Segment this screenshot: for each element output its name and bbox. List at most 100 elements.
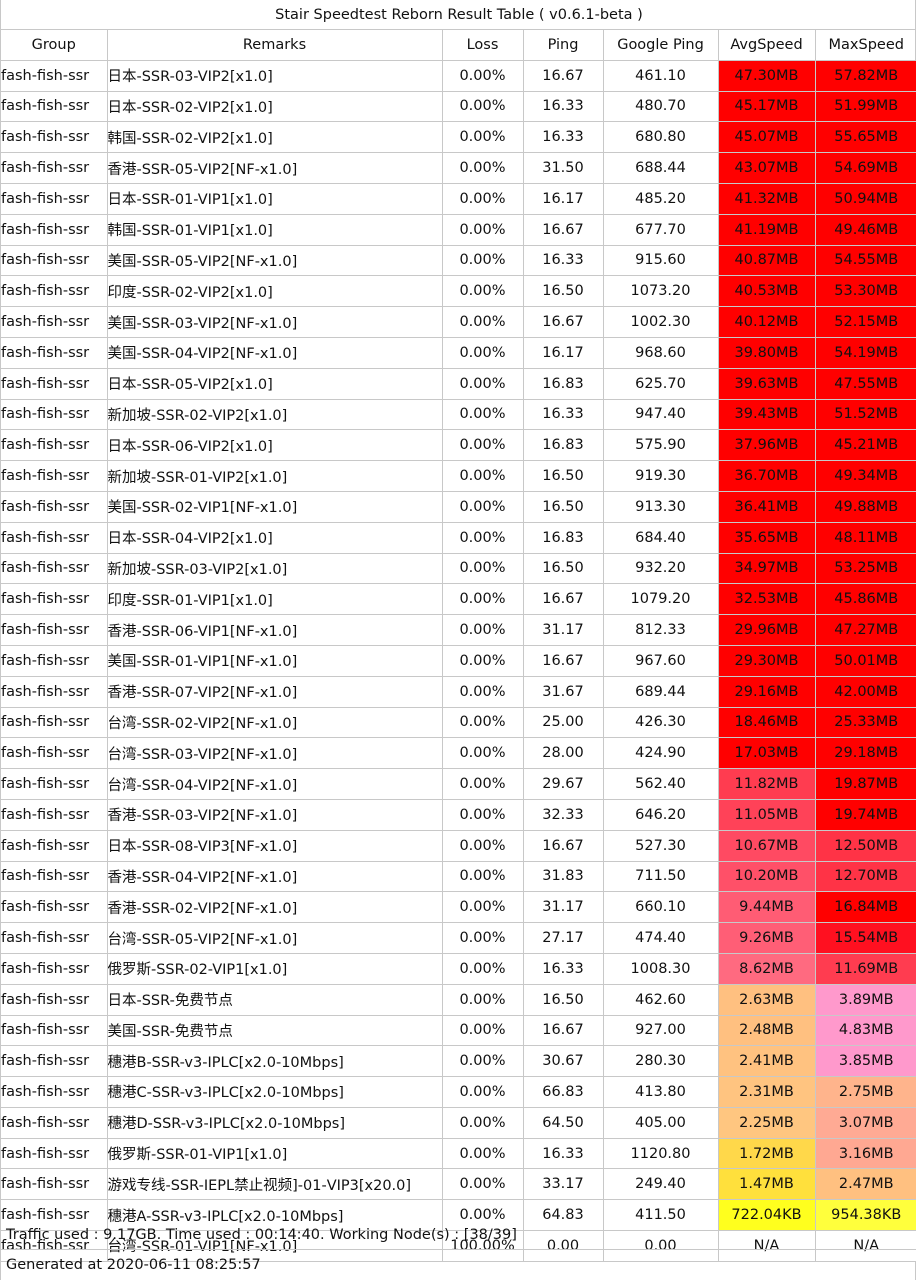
loss-cell: 0.00%: [442, 737, 524, 770]
table-row: fash-fish-ssr 新加坡-SSR-01-VIP2[x1.0] 0.00% 1…: [1, 460, 916, 492]
avg-speed-cell: 36.70MB: [718, 460, 816, 492]
max-speed-cell: 54.69MB: [815, 152, 916, 184]
max-speed-cell: 29.18MB: [815, 737, 916, 770]
avg-speed-cell: 10.20MB: [718, 861, 816, 893]
table-row: fash-fish-ssr 日本-SSR-02-VIP2[x1.0] 0.00% 16…: [1, 91, 916, 123]
remarks-cell: 穗港B-SSR-v3-IPLC[x2.0-10Mbps]: [107, 1045, 443, 1078]
group-cell: fash-fish-ssr: [1, 799, 108, 831]
loss-cell: 0.00%: [442, 1138, 524, 1170]
table-row: fash-fish-ssr 日本-SSR-03-VIP2[x1.0] 0.00% 16…: [1, 60, 916, 92]
table-row: fash-fish-ssr 香港-SSR-05-VIP2[NF-x1.0] 0.00…: [1, 152, 916, 184]
avg-speed-cell: 11.05MB: [718, 799, 816, 831]
google-ping-cell: 280.30: [603, 1045, 719, 1078]
ping-cell: 31.17: [523, 614, 604, 646]
results-table: Group Remarks Loss Ping Google Ping AvgS…: [1, 30, 916, 1262]
google-ping-cell: 915.60: [603, 245, 719, 277]
remarks-cell: 新加坡-SSR-02-VIP2[x1.0]: [107, 399, 443, 431]
remarks-cell: 台湾-SSR-02-VIP2[NF-x1.0]: [107, 707, 443, 739]
remarks-cell: 台湾-SSR-05-VIP2[NF-x1.0]: [107, 922, 443, 954]
group-cell: fash-fish-ssr: [1, 1138, 108, 1170]
table-row: fash-fish-ssr 香港-SSR-07-VIP2[NF-x1.0] 0.00…: [1, 676, 916, 708]
max-speed-cell: 51.99MB: [815, 91, 916, 123]
group-cell: fash-fish-ssr: [1, 645, 108, 677]
remarks-cell: 美国-SSR-05-VIP2[NF-x1.0]: [107, 245, 443, 277]
avg-speed-cell: 1.47MB: [718, 1168, 816, 1201]
google-ping-cell: 485.20: [603, 183, 719, 215]
remarks-cell: 香港-SSR-07-VIP2[NF-x1.0]: [107, 676, 443, 708]
table-row: fash-fish-ssr 日本-SSR-08-VIP3[NF-x1.0] 0.00…: [1, 830, 916, 862]
column-header-group: Group: [1, 30, 108, 61]
table-row: fash-fish-ssr 韩国-SSR-02-VIP2[x1.0] 0.00% 16…: [1, 121, 916, 154]
ping-cell: 31.50: [523, 152, 604, 184]
avg-speed-cell: 39.43MB: [718, 399, 816, 431]
remarks-cell: 日本-SSR-08-VIP3[NF-x1.0]: [107, 830, 443, 862]
table-row: fash-fish-ssr 美国-SSR-05-VIP2[NF-x1.0] 0.00…: [1, 245, 916, 277]
group-cell: fash-fish-ssr: [1, 1015, 108, 1047]
loss-cell: 0.00%: [442, 583, 524, 616]
ping-cell: 16.67: [523, 214, 604, 246]
ping-cell: 16.67: [523, 60, 604, 92]
group-cell: fash-fish-ssr: [1, 583, 108, 616]
ping-cell: 30.67: [523, 1045, 604, 1078]
google-ping-cell: 688.44: [603, 152, 719, 184]
remarks-cell: 日本-SSR-02-VIP2[x1.0]: [107, 91, 443, 123]
table-row: fash-fish-ssr 香港-SSR-06-VIP1[NF-x1.0] 0.00…: [1, 614, 916, 646]
remarks-cell: 台湾-SSR-03-VIP2[NF-x1.0]: [107, 737, 443, 770]
remarks-cell: 香港-SSR-05-VIP2[NF-x1.0]: [107, 152, 443, 184]
table-row: fash-fish-ssr 新加坡-SSR-02-VIP2[x1.0] 0.00% 1…: [1, 399, 916, 431]
remarks-cell: 日本-SSR-05-VIP2[x1.0]: [107, 368, 443, 400]
google-ping-cell: 1073.20: [603, 275, 719, 308]
remarks-cell: 美国-SSR-免费节点: [107, 1015, 443, 1047]
ping-cell: 31.67: [523, 676, 604, 708]
ping-cell: 16.17: [523, 337, 604, 369]
loss-cell: 0.00%: [442, 337, 524, 369]
remarks-cell: 韩国-SSR-01-VIP1[x1.0]: [107, 214, 443, 246]
google-ping-cell: 932.20: [603, 553, 719, 585]
max-speed-cell: 49.88MB: [815, 491, 916, 523]
group-cell: fash-fish-ssr: [1, 1107, 108, 1139]
google-ping-cell: 413.80: [603, 1076, 719, 1108]
max-speed-cell: 12.50MB: [815, 830, 916, 862]
table-row: fash-fish-ssr 日本-SSR-06-VIP2[x1.0] 0.00% 16…: [1, 429, 916, 462]
ping-cell: 16.50: [523, 460, 604, 492]
loss-cell: 0.00%: [442, 1045, 524, 1078]
google-ping-cell: 1120.80: [603, 1138, 719, 1170]
loss-cell: 0.00%: [442, 830, 524, 862]
avg-speed-cell: 40.53MB: [718, 275, 816, 308]
max-speed-cell: 45.21MB: [815, 429, 916, 462]
group-cell: fash-fish-ssr: [1, 429, 108, 462]
group-cell: fash-fish-ssr: [1, 1168, 108, 1201]
loss-cell: 0.00%: [442, 984, 524, 1016]
remarks-cell: 美国-SSR-04-VIP2[NF-x1.0]: [107, 337, 443, 369]
loss-cell: 0.00%: [442, 1015, 524, 1047]
table-row: fash-fish-ssr 日本-SSR-免费节点 0.00% 16.50 462.60…: [1, 984, 916, 1016]
remarks-cell: 穗港C-SSR-v3-IPLC[x2.0-10Mbps]: [107, 1076, 443, 1108]
max-speed-cell: 47.55MB: [815, 368, 916, 400]
table-row: fash-fish-ssr 穗港A-SSR-v3-IPLC[x2.0-10Mbps…: [1, 1199, 916, 1232]
max-speed-cell: 45.86MB: [815, 583, 916, 616]
ping-cell: 16.83: [523, 368, 604, 400]
group-cell: fash-fish-ssr: [1, 1045, 108, 1078]
table-row: fash-fish-ssr 日本-SSR-01-VIP1[x1.0] 0.00% 16…: [1, 183, 916, 215]
remarks-cell: 印度-SSR-02-VIP2[x1.0]: [107, 275, 443, 308]
group-cell: fash-fish-ssr: [1, 614, 108, 646]
avg-speed-cell: 722.04KB: [718, 1199, 816, 1232]
header-row: Group Remarks Loss Ping Google Ping AvgS…: [1, 30, 916, 61]
remarks-cell: 印度-SSR-01-VIP1[x1.0]: [107, 583, 443, 616]
loss-cell: 0.00%: [442, 460, 524, 492]
table-row: fash-fish-ssr 印度-SSR-02-VIP2[x1.0] 0.00% 16…: [1, 275, 916, 308]
avg-speed-cell: 34.97MB: [718, 553, 816, 585]
loss-cell: 0.00%: [442, 152, 524, 184]
avg-speed-cell: 2.25MB: [718, 1107, 816, 1139]
max-speed-cell: 19.87MB: [815, 768, 916, 800]
table-row: fash-fish-ssr 美国-SSR-03-VIP2[NF-x1.0] 0.00…: [1, 306, 916, 338]
group-cell: fash-fish-ssr: [1, 306, 108, 338]
table-row: fash-fish-ssr 穗港D-SSR-v3-IPLC[x2.0-10Mbps…: [1, 1107, 916, 1139]
table-row: fash-fish-ssr 日本-SSR-05-VIP2[x1.0] 0.00% 16…: [1, 368, 916, 400]
google-ping-cell: 1002.30: [603, 306, 719, 338]
column-header-ping: Ping: [523, 30, 604, 61]
column-header-remarks: Remarks: [107, 30, 443, 61]
ping-cell: 16.17: [523, 183, 604, 215]
loss-cell: 0.00%: [442, 399, 524, 431]
loss-cell: 0.00%: [442, 861, 524, 893]
